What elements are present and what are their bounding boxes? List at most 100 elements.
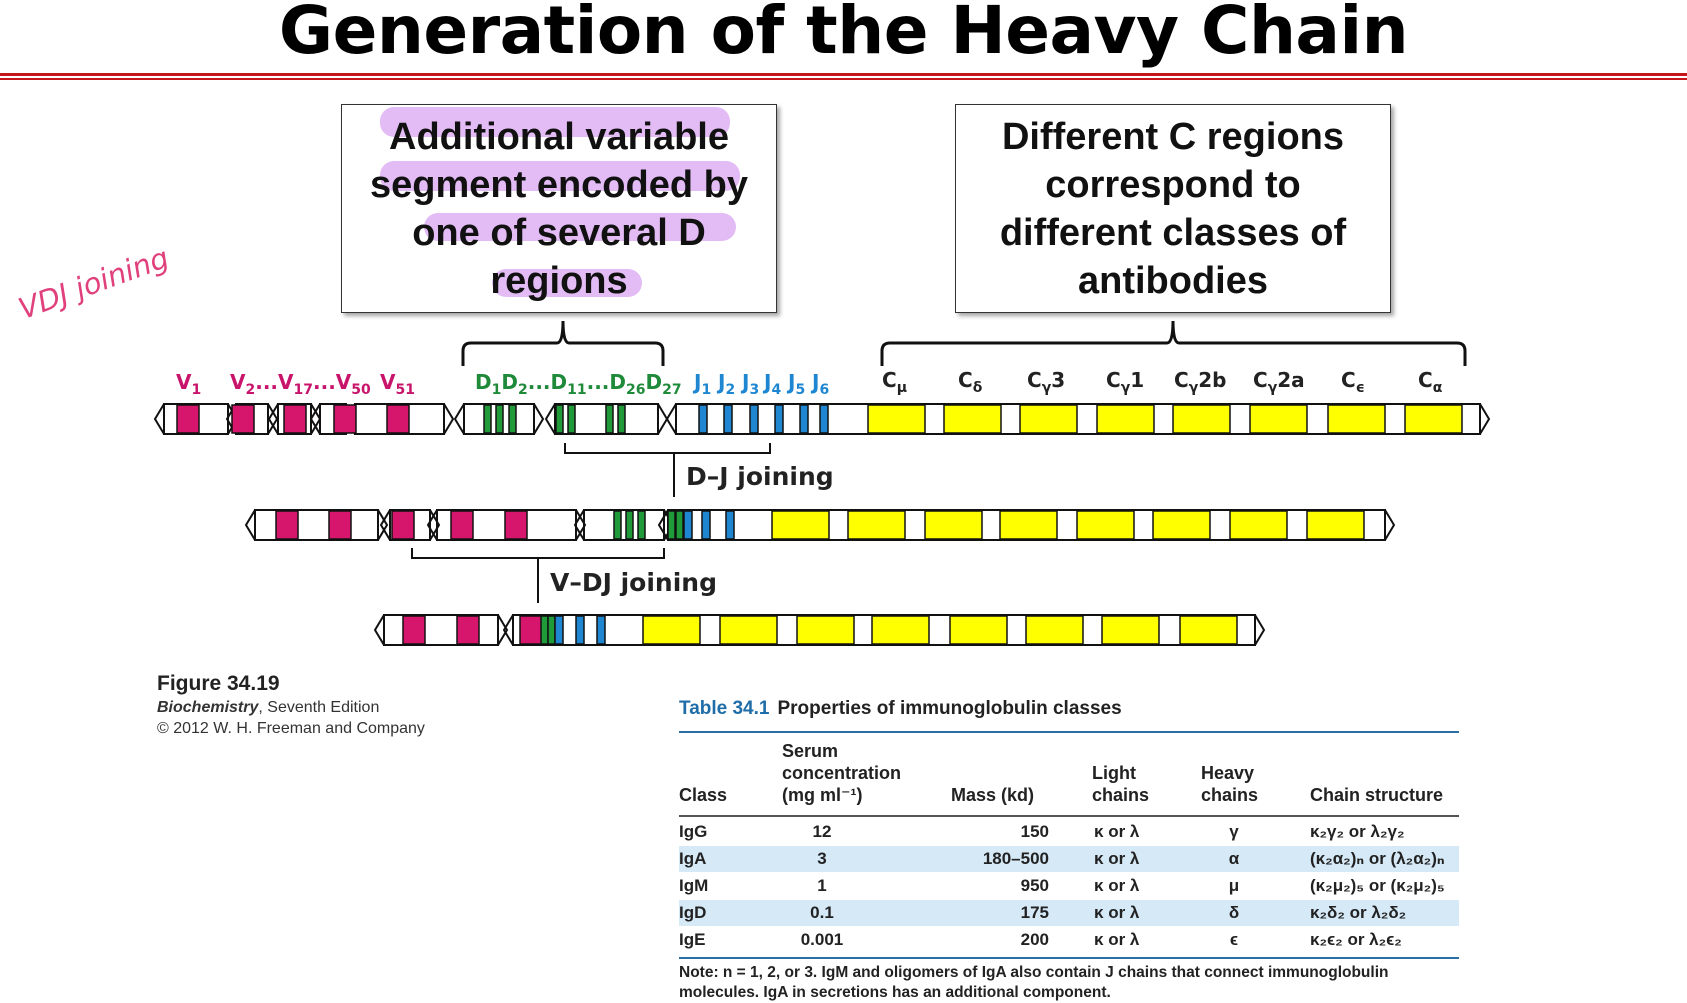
highlight-mark-2 — [380, 161, 740, 191]
break-mark — [453, 403, 465, 435]
table-top-rule — [679, 731, 1459, 733]
figure-book: Biochemistry — [157, 699, 259, 716]
cell-light: κ or λ — [1094, 822, 1140, 841]
c-region — [719, 615, 778, 645]
callout-c-regions-text: Different C regions correspond to differ… — [999, 115, 1347, 302]
break-mark — [153, 403, 165, 435]
figure-source: Biochemistry, Seventh Edition — [157, 699, 425, 717]
v-segment — [504, 510, 528, 540]
dj-joining-label: D–J joining — [686, 462, 834, 491]
c-label: Cμ​ — [882, 368, 907, 396]
c-label: Cδ​ — [958, 368, 983, 396]
c-region — [871, 615, 930, 645]
cell-serum: 12 — [812, 822, 832, 841]
strip-end-mark — [1479, 403, 1491, 435]
figure-copyright: © 2012 W. H. Freeman and Company — [157, 720, 425, 737]
v-segment — [386, 404, 410, 434]
title-rule-top — [0, 73, 1687, 76]
c-region — [943, 404, 1002, 434]
table-row: IgD 0.1 175 κ or λ δ κ₂δ₂ or λ₂δ₂ — [679, 900, 1459, 926]
c-region — [867, 404, 926, 434]
cell-mass: 150 — [1020, 822, 1049, 841]
bracket-group — [411, 320, 1467, 603]
break-mark — [429, 509, 441, 541]
vdj-piece — [383, 614, 499, 646]
j-segment — [701, 510, 711, 540]
c-region — [1404, 404, 1463, 434]
cell-class: IgD — [679, 903, 707, 922]
d-segment — [540, 615, 549, 645]
callout-d-regions-text: Additional variable segment encoded by o… — [370, 115, 748, 302]
header-light-line-1: Light — [1092, 763, 1136, 783]
d-segment — [605, 404, 614, 434]
header-class: Class — [679, 785, 728, 805]
cell-light: κ or λ — [1094, 930, 1140, 949]
d-label-group: D1​D2​...D11​...D26​D27​ — [475, 370, 682, 398]
figure-number: Figure 34.19 — [157, 672, 280, 695]
header-heavy-line-2: chains — [1201, 785, 1259, 805]
break-mark — [502, 614, 514, 646]
c-region — [999, 510, 1058, 540]
vdj-joining-bracket — [411, 548, 665, 559]
c-label: Cγ​3 — [1027, 368, 1065, 396]
table-bottom-rule — [679, 957, 1459, 959]
cell-serum: 0.001 — [800, 930, 844, 949]
break-mark — [379, 509, 391, 541]
c-region-bracket — [880, 320, 1467, 366]
cell-structure: (κ₂μ₂)₅ or (κ₂μ₂)₅ — [1310, 876, 1445, 895]
d-segment — [495, 404, 504, 434]
header-serum-line-1: Serum — [782, 741, 839, 761]
table-title: Properties of immunoglobulin classes — [777, 698, 1122, 719]
strip-end-mark — [1384, 509, 1396, 541]
break-mark — [443, 403, 455, 435]
header-serum-line-3: (mg ml⁻¹) — [782, 785, 863, 805]
c-label: Cα​ — [1418, 368, 1443, 396]
d-segment — [613, 510, 622, 540]
cell-structure: κ₂δ₂ or λ₂δ₂ — [1310, 903, 1407, 922]
c-region — [847, 510, 906, 540]
c-region — [796, 615, 855, 645]
header-light: Light chains — [1092, 762, 1149, 806]
cell-serum: 0.1 — [810, 903, 834, 922]
header-heavy: Heavy chains — [1201, 762, 1258, 806]
callout-d-regions: Additional variable segment encoded by o… — [341, 104, 777, 313]
cell-structure: κ₂γ₂ or λ₂γ₂ — [1310, 822, 1405, 841]
c-region — [1327, 404, 1386, 434]
c-region — [1096, 404, 1155, 434]
c-region — [1076, 510, 1135, 540]
v-segment — [275, 510, 299, 540]
table-header-rule — [679, 815, 1459, 817]
j-label: J3​ — [740, 370, 759, 398]
table-number: Table 34.1 — [679, 698, 770, 719]
v-label-51: V51​ — [380, 370, 415, 398]
cell-heavy: δ — [1228, 903, 1240, 922]
cell-structure: (κ₂α₂)ₙ or (λ₂α₂)ₙ — [1310, 849, 1445, 868]
break-mark — [575, 509, 587, 541]
c-region — [1152, 510, 1211, 540]
title-rule-bottom — [0, 78, 1687, 80]
header-heavy-line-1: Heavy — [1201, 763, 1255, 783]
figure-caption: Figure 34.19 Biochemistry, Seventh Editi… — [157, 672, 425, 738]
header-structure: Chain structure — [1310, 785, 1444, 805]
cell-class: IgG — [679, 822, 708, 841]
j-label: J2​ — [716, 370, 735, 398]
j-segment — [799, 404, 809, 434]
j-segment — [575, 615, 585, 645]
table-caption: Table 34.1 Properties of immunoglobulin c… — [679, 698, 1122, 720]
c-region — [949, 615, 1008, 645]
v-segment — [283, 404, 307, 434]
j-segment — [596, 615, 606, 645]
table-row: IgM 1 950 κ or λ μ (κ₂μ₂)₅ or (κ₂μ₂)₅ — [679, 873, 1459, 899]
break-mark — [497, 614, 509, 646]
j-segment — [698, 404, 708, 434]
j-segment — [723, 404, 733, 434]
break-mark — [244, 509, 256, 541]
j-segment — [749, 404, 759, 434]
v-segment — [391, 510, 415, 540]
dj-piece — [254, 509, 379, 541]
cell-class: IgA — [679, 849, 707, 868]
c-label: Cγ​2b — [1174, 368, 1226, 396]
table-row: IgE 0.001 200 κ or λ ϵ κ₂ϵ₂ or λ₂ϵ₂ — [679, 927, 1459, 953]
v-segment — [456, 615, 480, 645]
table-note: Note: n = 1, 2, or 3. IgM and oligomers … — [679, 964, 1389, 1001]
